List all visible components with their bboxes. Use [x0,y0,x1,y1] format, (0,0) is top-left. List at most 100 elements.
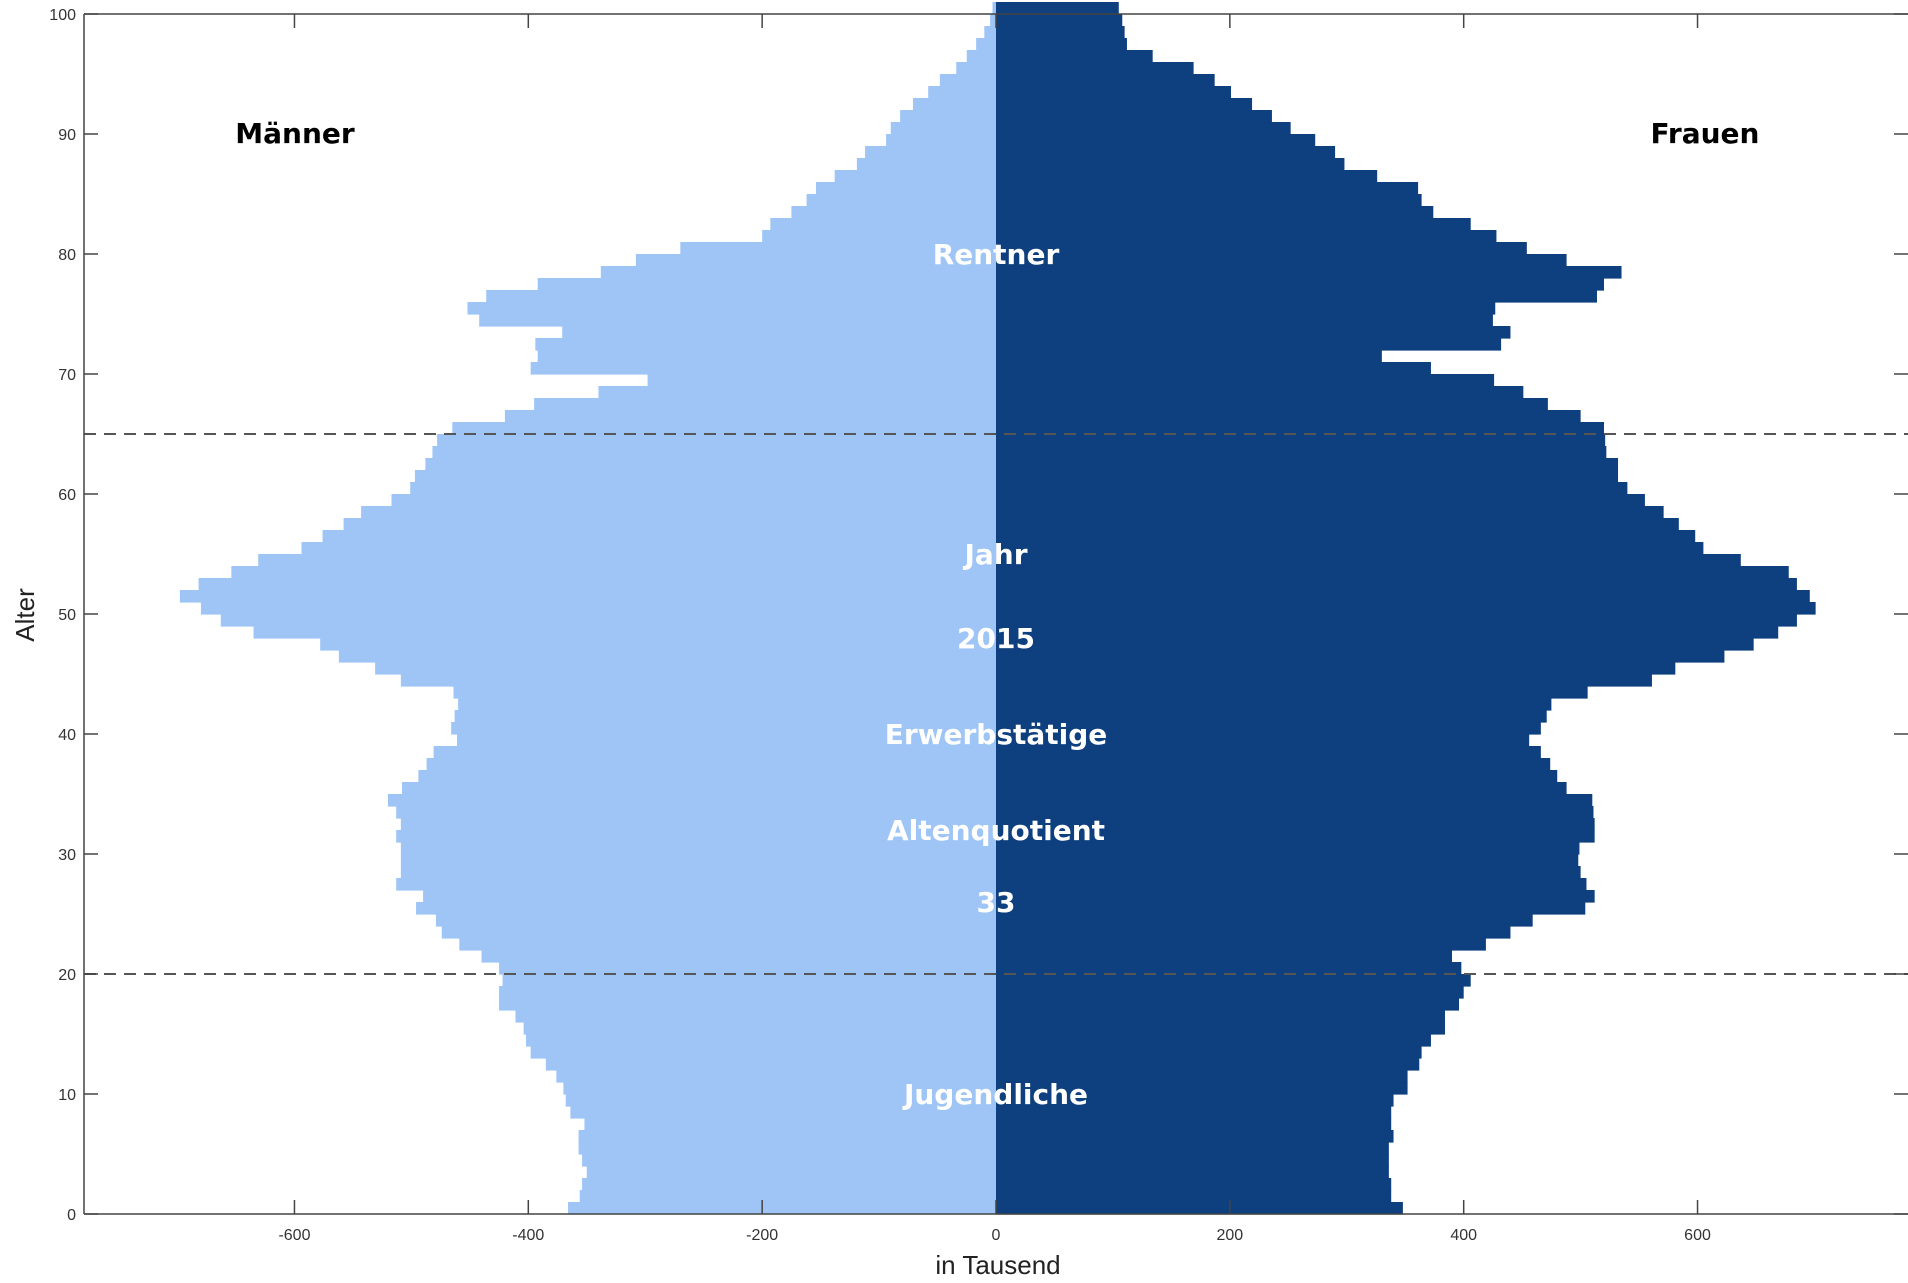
bar-male-age-37 [426,758,997,771]
annotation-label: Erwerbstätige [885,718,1108,751]
bar-male-age-59 [391,494,996,507]
bar-female-age-80 [996,242,1527,255]
bar-male-age-48 [253,626,997,639]
y-tick-label: 70 [58,367,76,384]
bar-female-age-15 [996,1022,1445,1035]
bar-female-age-4 [996,1154,1389,1167]
bar-female-age-64 [996,434,1606,447]
bar-female-age-95 [996,62,1194,75]
bar-male-age-50 [200,602,996,615]
x-tick-label: 600 [1684,1227,1711,1244]
bar-male-age-19 [502,974,996,987]
bar-female-age-90 [996,122,1291,135]
bar-female-age-7 [996,1118,1392,1131]
bar-female-age-76 [996,290,1597,303]
bar-female-age-79 [996,254,1567,267]
bar-female-age-72 [996,338,1502,351]
bar-female-age-6 [996,1130,1394,1143]
bar-male-age-86 [834,170,996,183]
annotation-label: Jugendliche [902,1078,1088,1111]
y-tick-label: 80 [58,247,76,264]
bar-male-age-87 [856,158,996,171]
bar-male-age-73 [562,326,996,339]
bar-female-age-10 [996,1082,1408,1095]
bar-female-age-1 [996,1190,1392,1203]
bar-male-age-44 [400,674,996,687]
bar-female-age-59 [996,494,1645,507]
bar-female-age-14 [996,1034,1431,1047]
bar-female-age-66 [996,410,1581,423]
bar-female-age-22 [996,938,1486,951]
bar-male-age-60 [410,482,996,495]
bar-male-age-64 [437,434,997,447]
bar-female-age-74 [996,314,1493,327]
bar-female-age-88 [996,146,1336,159]
bar-female-age-39 [996,734,1530,747]
bar-female-age-97 [996,38,1127,51]
bar-male-age-2 [582,1178,996,1191]
bar-female-age-25 [996,902,1586,915]
bar-female-age-20 [996,962,1462,975]
bar-male-age-30 [400,842,996,855]
bar-female-age-91 [996,110,1272,123]
bar-male-age-8 [570,1106,996,1119]
y-tick-label: 100 [49,7,76,24]
bar-male-age-94 [939,74,996,87]
bar-female-age-68 [996,386,1524,399]
bar-male-age-43 [453,686,996,699]
bar-male-age-3 [586,1166,996,1179]
bar-female-age-13 [996,1046,1422,1059]
x-tick-label: -600 [278,1227,310,1244]
bar-female-age-77 [996,278,1604,291]
bar-female-age-9 [996,1094,1394,1107]
bar-male-age-18 [499,986,996,999]
bar-male-age-23 [441,926,996,939]
bar-male-age-99 [990,14,996,27]
bar-male-age-97 [976,38,996,51]
bar-female-age-62 [996,458,1619,471]
bar-female-age-31 [996,830,1595,843]
y-tick-label: 0 [67,1207,76,1224]
bar-female-age-27 [996,878,1587,891]
bar-female-age-96 [996,50,1153,63]
bar-male-age-71 [537,350,996,363]
bar-male-age-82 [770,218,996,231]
bar-male-age-4 [582,1154,996,1167]
y-axis-label: Alter [10,588,40,642]
bar-female-age-87 [996,158,1345,171]
bar-female-age-2 [996,1178,1392,1191]
bar-male-age-24 [435,914,996,927]
bar-male-age-98 [984,26,996,39]
bar-male-age-28 [400,866,996,879]
bar-male-age-67 [534,398,996,411]
bar-male-age-90 [890,122,996,135]
y-tick-label: 10 [58,1087,76,1104]
bar-female-age-44 [996,674,1652,687]
bar-female-age-46 [996,650,1725,663]
annotations: Rentner Jahr 2015 Erwerbstätige Altenquotien… [885,238,1108,1111]
bar-female-age-82 [996,218,1471,231]
bar-female-age-34 [996,794,1593,807]
y-tick-label: 50 [58,607,76,624]
bar-female-age-37 [996,758,1551,771]
bar-male-age-31 [396,830,997,843]
y-tick-label: 40 [58,727,76,744]
bar-male-age-35 [402,782,996,795]
bar-male-age-29 [400,854,996,867]
bar-male-age-36 [418,770,996,783]
bar-male-age-92 [912,98,996,111]
y-tick-label: 60 [58,487,76,504]
bar-male-age-34 [388,794,996,807]
bar-female-age-94 [996,74,1215,87]
bar-female-age-70 [996,362,1431,375]
y-tick-label: 20 [58,967,76,984]
bar-male-age-100 [992,2,996,15]
bar-male-age-22 [459,938,996,951]
bar-female-age-19 [996,974,1471,987]
bar-male-age-46 [338,650,996,663]
bar-female-age-93 [996,86,1232,99]
bar-male-age-52 [198,578,997,591]
x-tick-label: -400 [512,1227,544,1244]
bar-female-age-35 [996,782,1567,795]
bar-male-age-81 [762,230,996,243]
